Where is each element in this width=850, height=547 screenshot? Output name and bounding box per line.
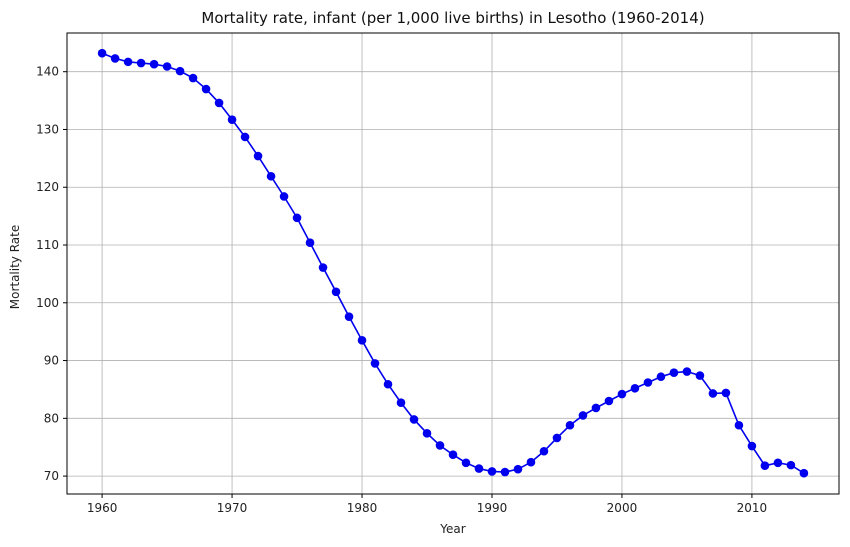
data-point (591, 403, 601, 413)
data-point (253, 151, 263, 161)
data-point (344, 312, 354, 321)
grid-lines (67, 33, 839, 494)
data-point (552, 433, 562, 443)
data-point (539, 446, 549, 456)
x-tick-label: 2010 (737, 501, 768, 515)
chart-title: Mortality rate, infant (per 1,000 live b… (201, 9, 704, 27)
y-tick-label: 110 (36, 238, 59, 252)
data-point (526, 457, 536, 467)
data-point (396, 398, 406, 408)
data-point (318, 263, 328, 272)
data-point (357, 336, 367, 345)
data-series (97, 48, 809, 478)
x-axis-label: Year (439, 522, 465, 536)
y-tick-label: 130 (36, 122, 59, 136)
data-point (97, 48, 107, 58)
x-tick-label: 1960 (87, 501, 118, 515)
data-point (578, 411, 588, 420)
data-point (669, 368, 679, 377)
data-point (305, 238, 315, 248)
data-point (513, 464, 523, 474)
data-point (214, 98, 224, 108)
data-point (500, 467, 510, 477)
y-tick-label: 120 (36, 180, 59, 194)
data-point (383, 379, 393, 389)
plot-frame (66, 32, 840, 495)
data-point (292, 213, 302, 223)
data-point (604, 396, 614, 406)
data-point (786, 460, 796, 470)
data-point (227, 115, 237, 124)
x-tick-label: 1970 (217, 501, 248, 515)
data-point (474, 464, 484, 473)
y-tick-label: 90 (44, 354, 59, 368)
data-point (760, 461, 770, 470)
data-point (188, 73, 198, 83)
x-axis: 1960 1970 1980 1990 2000 2010 (87, 494, 767, 515)
data-point (201, 84, 211, 94)
data-point (708, 389, 718, 398)
data-point (565, 420, 575, 430)
data-point (370, 359, 380, 368)
x-tick-label: 2000 (607, 501, 638, 515)
data-point (175, 66, 185, 76)
data-point (448, 450, 458, 460)
y-axis: 70 80 90 100 110 120 130 140 (36, 65, 67, 483)
data-point (695, 371, 705, 380)
data-point (279, 192, 289, 201)
data-point (799, 468, 809, 478)
data-point (409, 415, 419, 424)
y-tick-label: 140 (36, 65, 59, 79)
data-point (331, 287, 341, 297)
y-tick-label: 80 (44, 411, 59, 425)
data-point (461, 458, 471, 468)
data-point (643, 378, 653, 387)
data-point (630, 383, 640, 393)
data-point (721, 388, 731, 398)
data-point (487, 467, 497, 476)
data-point (435, 441, 445, 450)
data-point (682, 367, 692, 376)
data-point (149, 59, 159, 69)
data-point (240, 132, 250, 142)
y-tick-label: 70 (44, 469, 59, 483)
data-point (734, 420, 744, 430)
x-tick-label: 1990 (477, 501, 508, 515)
data-point (136, 58, 146, 68)
data-point (110, 54, 120, 63)
data-point (747, 441, 757, 451)
data-point (617, 389, 627, 399)
data-point (656, 372, 666, 382)
x-tick-label: 1980 (347, 501, 378, 515)
data-point (773, 458, 783, 468)
y-axis-label: Mortality Rate (8, 225, 22, 310)
y-tick-label: 100 (36, 296, 59, 310)
data-point (162, 62, 172, 71)
data-point (422, 429, 432, 438)
data-point (123, 57, 133, 67)
data-point (266, 171, 276, 181)
